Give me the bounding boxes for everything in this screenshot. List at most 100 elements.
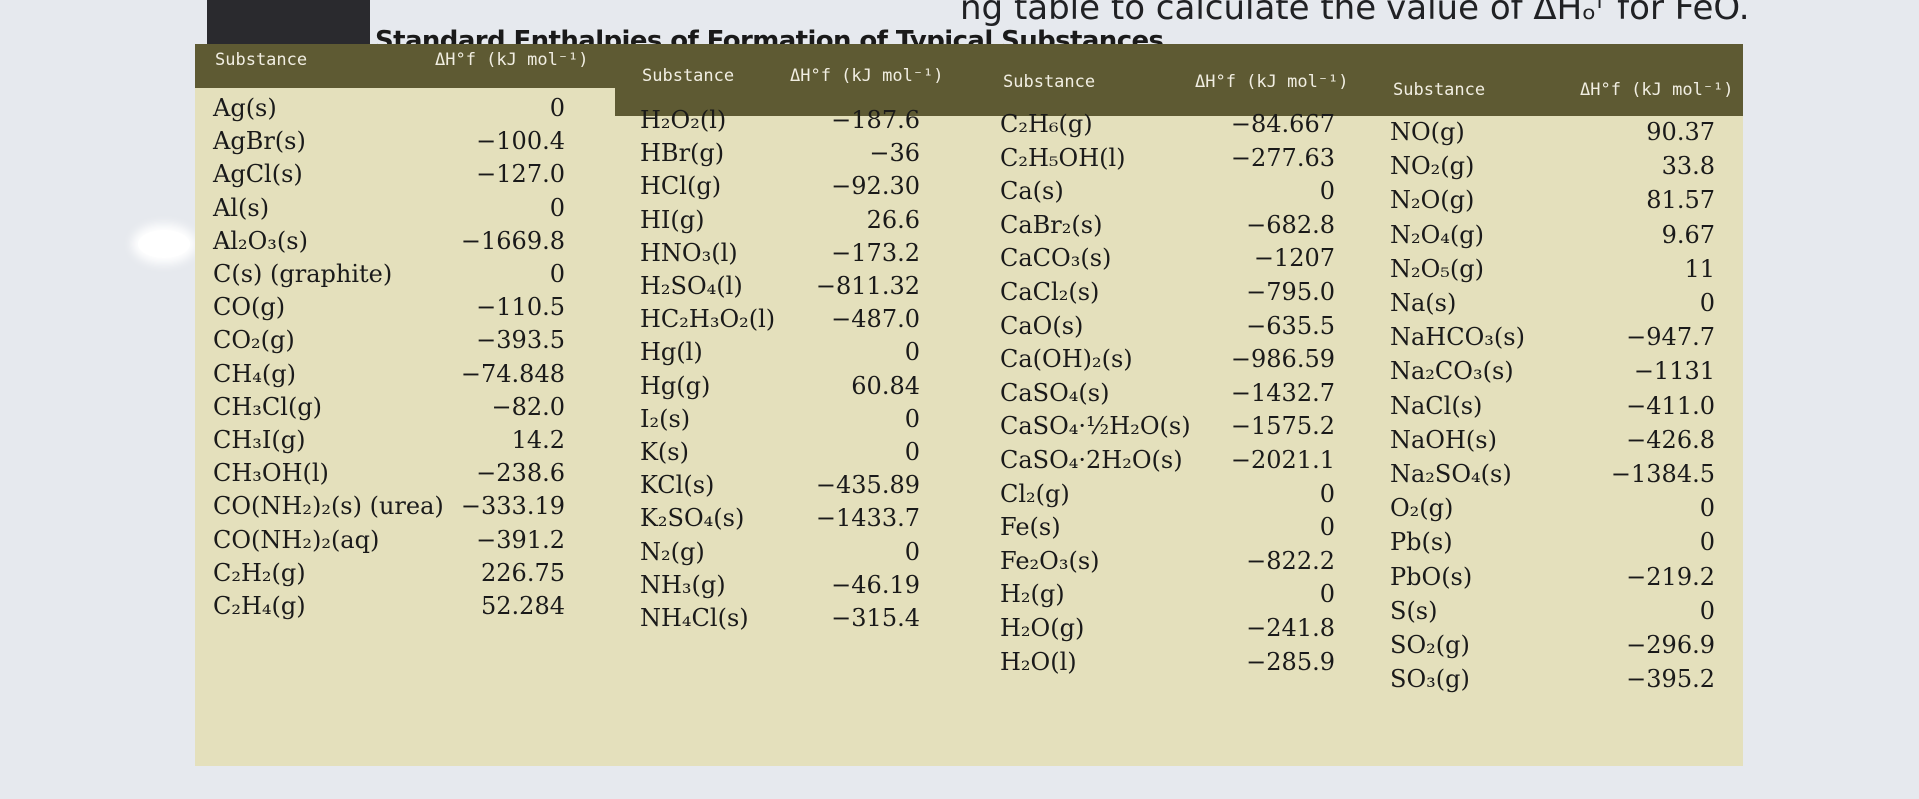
substance-cell: CH₃OH(l) [213, 459, 329, 488]
header-substance-3: Substance [1003, 72, 1096, 92]
title-tab [207, 0, 370, 44]
enthalpy-value-cell: −1131 [1633, 357, 1715, 386]
substance-cell: CaBr₂(s) [1000, 210, 1103, 239]
enthalpy-value-cell: −173.2 [831, 238, 920, 267]
header-substance-2: Substance [642, 66, 735, 86]
enthalpy-value-cell: −795.0 [1246, 278, 1335, 306]
enthalpy-value-cell: 60.84 [851, 371, 920, 400]
enthalpy-value-cell: −1207 [1253, 244, 1335, 273]
substance-cell: N₂O₄(g) [1390, 220, 1485, 249]
substance-cell: H₂O(l) [1000, 647, 1077, 676]
substance-cell: NO(g) [1390, 118, 1465, 146]
question-text: ng table to calculate the value of ΔHₒᶠ f… [960, 0, 1750, 28]
substance-cell: CO(NH₂)₂(aq) [213, 525, 380, 554]
enthalpy-value-cell: −1384.5 [1610, 460, 1715, 488]
enthalpy-value-cell: 0 [904, 537, 920, 566]
substance-cell: CO₂(g) [213, 326, 295, 355]
substance-cell: Fe(s) [1000, 513, 1061, 542]
enthalpy-value-cell: −487.0 [831, 305, 920, 334]
enthalpy-value-cell: 0 [904, 404, 920, 433]
substance-cell: AgCl(s) [213, 160, 303, 189]
enthalpy-value-cell: 0 [1699, 528, 1715, 557]
enthalpy-table: Substance ΔH°f (kJ mol⁻¹) Substance ΔH°f (k… [195, 44, 1743, 766]
substance-cell: HNO₃(l) [640, 238, 738, 267]
substance-cell: PbO(s) [1390, 562, 1473, 591]
substance-cell: NaCl(s) [1390, 391, 1483, 420]
substance-cell: C₂H₄(g) [213, 592, 306, 620]
enthalpy-value-cell: 90.37 [1646, 118, 1715, 146]
header-band-right [615, 64, 1743, 116]
enthalpy-value-cell: −1432.7 [1230, 378, 1335, 407]
substance-cell: CH₃I(g) [213, 426, 306, 454]
substance-cell: HCl(g) [640, 172, 722, 201]
enthalpy-value-cell: −315.4 [831, 604, 920, 632]
substance-cell: SO₃(g) [1390, 665, 1470, 694]
enthalpy-value-cell: 0 [1699, 289, 1715, 317]
enthalpy-value-cell: 0 [549, 193, 565, 222]
substance-cell: C₂H₂(g) [213, 558, 306, 587]
enthalpy-value-cell: −84.667 [1230, 110, 1335, 138]
enthalpy-value-cell: 9.67 [1661, 220, 1715, 249]
substance-cell: Ca(OH)₂(s) [1000, 345, 1133, 374]
enthalpy-value-cell: −682.8 [1246, 210, 1335, 239]
enthalpy-value-cell: −822.2 [1246, 546, 1335, 575]
enthalpy-value-cell: 0 [904, 438, 920, 466]
enthalpy-value-cell: −986.59 [1230, 345, 1335, 374]
enthalpy-value-cell: −82.0 [491, 392, 565, 421]
enthalpy-value-cell: 0 [1319, 177, 1335, 206]
substance-cell: NaHCO₃(s) [1390, 323, 1525, 352]
enthalpy-value-cell: −947.7 [1626, 323, 1715, 352]
enthalpy-value-cell: −426.8 [1626, 425, 1715, 454]
substance-cell: H₂O(g) [1000, 614, 1085, 642]
header-substance-4: Substance [1393, 80, 1486, 100]
enthalpy-value-cell: 0 [1319, 513, 1335, 542]
substance-cell: Ca(s) [1000, 177, 1064, 206]
enthalpy-value-cell: 81.57 [1646, 186, 1715, 215]
enthalpy-value-cell: −110.5 [476, 293, 565, 322]
substance-cell: H₂(g) [1000, 580, 1065, 609]
substance-cell: Pb(s) [1390, 528, 1453, 557]
substance-cell: CaSO₄(s) [1000, 378, 1110, 407]
enthalpy-value-cell: 0 [549, 94, 565, 122]
substance-cell: Na(s) [1390, 289, 1457, 317]
substance-cell: NO₂(g) [1390, 152, 1475, 181]
substance-cell: AgBr(s) [213, 127, 306, 156]
substance-cell: Na₂CO₃(s) [1390, 357, 1514, 386]
enthalpy-value-cell: −46.19 [831, 570, 920, 599]
substance-cell: Cl₂(g) [1000, 479, 1070, 508]
substance-cell: C₂H₅OH(l) [1000, 143, 1126, 172]
substance-cell: S(s) [1390, 596, 1438, 625]
enthalpy-value-cell: 0 [1319, 580, 1335, 609]
substance-cell: Al₂O₃(s) [213, 226, 308, 255]
substance-cell: K₂SO₄(s) [640, 504, 745, 533]
enthalpy-value-cell: 0 [1699, 596, 1715, 625]
enthalpy-value-cell: −74.848 [460, 359, 565, 388]
substance-cell: H₂SO₄(l) [640, 272, 743, 300]
enthalpy-value-cell: −296.9 [1626, 631, 1715, 659]
enthalpy-value-cell: −635.5 [1246, 311, 1335, 340]
substance-cell: HBr(g) [640, 139, 725, 168]
enthalpy-value-cell: −391.2 [476, 525, 565, 554]
substance-cell: K(s) [640, 438, 689, 466]
substance-cell: Hg(l) [640, 338, 703, 367]
substance-cell: NaOH(s) [1390, 425, 1497, 454]
substance-cell: N₂O₅(g) [1390, 254, 1485, 283]
substance-cell: N₂(g) [640, 537, 705, 566]
enthalpy-value-cell: 226.75 [481, 558, 565, 587]
substance-cell: N₂O(g) [1390, 186, 1475, 215]
enthalpy-value-cell: −811.32 [815, 272, 920, 300]
substance-cell: Al(s) [213, 193, 270, 222]
header-enthalpy-2: ΔH°f (kJ mol⁻¹) [790, 66, 944, 86]
enthalpy-value-cell: 0 [904, 338, 920, 367]
header-enthalpy-4: ΔH°f (kJ mol⁻¹) [1580, 80, 1734, 100]
enthalpy-value-cell: −285.9 [1246, 647, 1335, 676]
substance-cell: NH₄Cl(s) [640, 604, 749, 632]
enthalpy-value-cell: −2021.1 [1230, 446, 1335, 474]
substance-cell: C(s) (graphite) [213, 260, 393, 288]
enthalpy-value-cell: −1433.7 [815, 504, 920, 533]
substance-cell: CO(g) [213, 293, 286, 322]
substance-cell: CaO(s) [1000, 311, 1084, 340]
enthalpy-value-cell: 33.8 [1661, 152, 1715, 181]
enthalpy-value-cell: −393.5 [476, 326, 565, 355]
enthalpy-value-cell: −241.8 [1246, 614, 1335, 642]
